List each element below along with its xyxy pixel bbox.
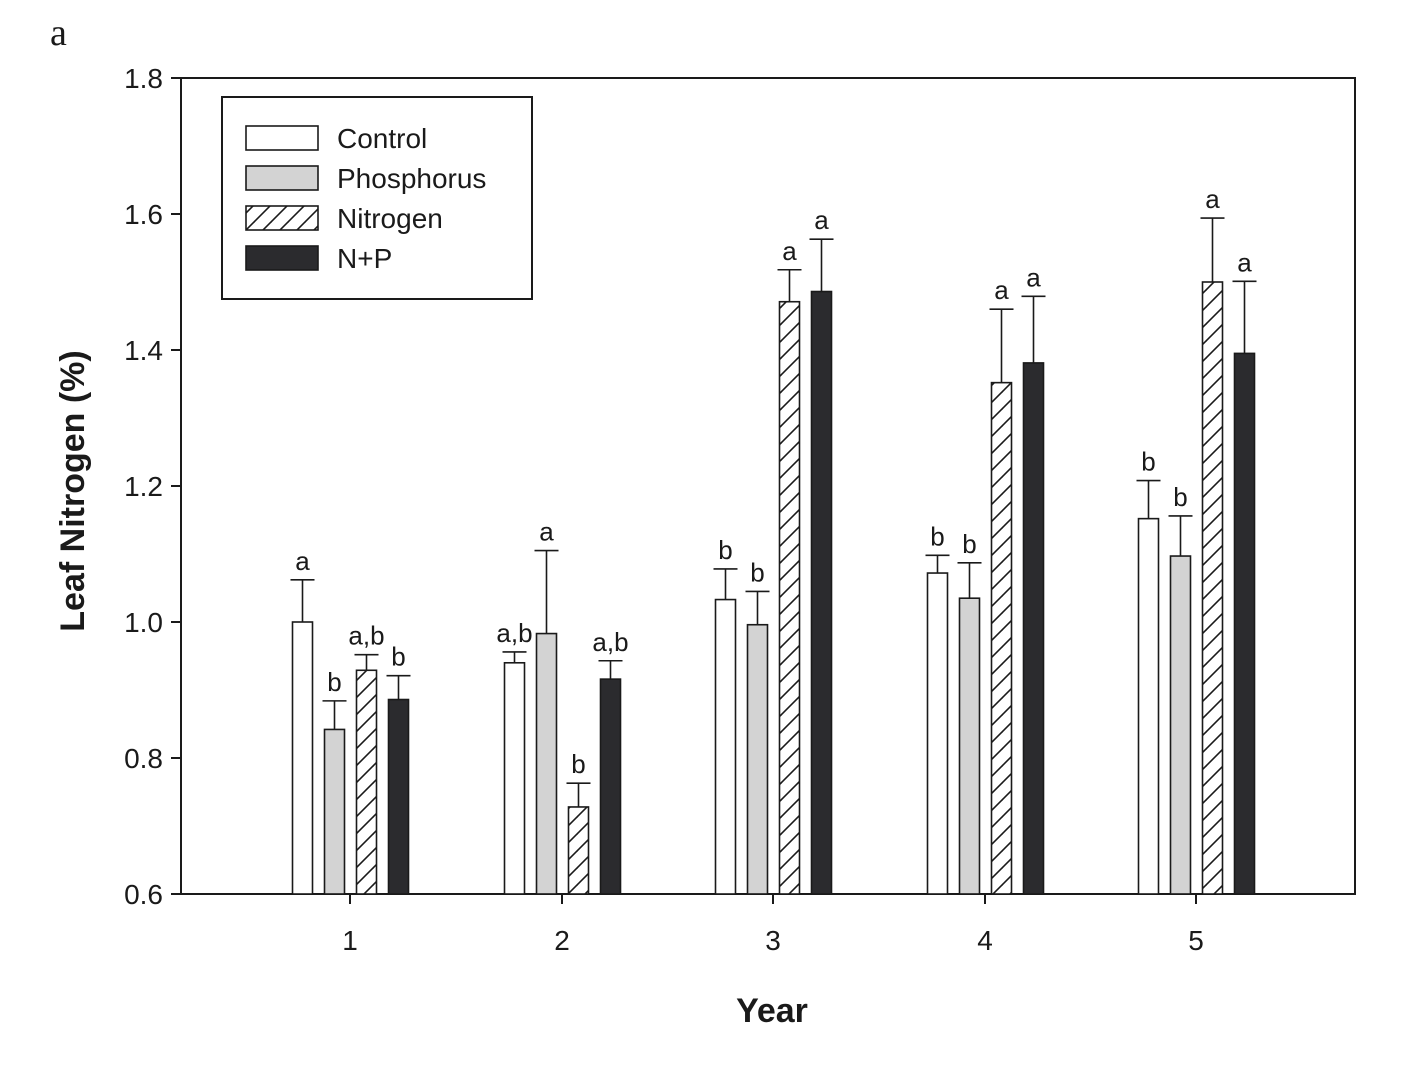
bar	[1233, 352, 1256, 895]
significance-label: b	[930, 521, 944, 551]
legend-label: Nitrogen	[337, 203, 443, 234]
legend-swatch	[245, 165, 319, 191]
y-axis: 0.6 0.8 1.0 1.2 1.4 1.6 1.8	[124, 63, 181, 910]
bar	[323, 728, 346, 895]
x-tick-label: 2	[554, 925, 570, 956]
x-tick-label: 5	[1188, 925, 1204, 956]
y-tick-label: 1.8	[124, 63, 163, 94]
x-tick-label: 3	[765, 925, 781, 956]
y-tick-label: 1.2	[124, 471, 163, 502]
bar	[746, 623, 769, 895]
significance-label: a	[295, 546, 310, 576]
significance-label: b	[391, 642, 405, 672]
significance-label: b	[962, 529, 976, 559]
significance-label: b	[750, 557, 764, 587]
legend-label: Control	[337, 123, 427, 154]
significance-label: a	[814, 205, 829, 235]
significance-label: b	[327, 667, 341, 697]
significance-label: a	[1237, 247, 1252, 277]
significance-label: a	[1026, 262, 1041, 292]
bar	[1169, 555, 1192, 895]
significance-label: b	[1141, 447, 1155, 477]
bar	[958, 597, 981, 895]
bar	[599, 678, 622, 895]
error-bars	[290, 217, 1257, 807]
significance-label: a	[539, 517, 554, 547]
significance-label: b	[718, 535, 732, 565]
significance-label: a,b	[592, 627, 628, 657]
bar	[355, 669, 378, 895]
legend-swatch	[245, 245, 319, 271]
bar	[567, 806, 590, 895]
x-axis-title: Year	[736, 992, 808, 1030]
bar	[714, 598, 737, 895]
x-axis: 1 2 3 4 5	[342, 894, 1204, 956]
y-axis-title: Leaf Nitrogen (%)	[54, 350, 92, 631]
bar	[387, 698, 410, 895]
legend-label: N+P	[337, 243, 392, 274]
significance-label: b	[1173, 482, 1187, 512]
bar	[810, 290, 833, 895]
y-tick-label: 1.6	[124, 199, 163, 230]
bar	[535, 632, 558, 895]
y-tick-label: 1.0	[124, 607, 163, 638]
legend-label: Phosphorus	[337, 163, 486, 194]
panel-label: a	[50, 12, 67, 54]
significance-label: a	[782, 236, 797, 266]
bar	[778, 300, 801, 895]
y-tick-label: 1.4	[124, 335, 163, 366]
y-tick-label: 0.6	[124, 879, 163, 910]
significance-label: a	[994, 275, 1009, 305]
bar	[990, 381, 1013, 895]
bar	[1137, 517, 1160, 895]
significance-label: a,b	[496, 618, 532, 648]
bar-series	[291, 281, 1256, 895]
bar	[926, 572, 949, 895]
legend: Control Phosphorus Nitrogen N+P	[221, 96, 533, 300]
legend-swatch	[245, 125, 319, 151]
bar	[1022, 362, 1045, 895]
bar	[291, 621, 314, 895]
y-tick-label: 0.8	[124, 743, 163, 774]
significance-label: b	[571, 749, 585, 779]
x-tick-label: 4	[977, 925, 993, 956]
bar	[1201, 281, 1224, 895]
legend-swatch	[245, 205, 319, 231]
bar	[503, 661, 526, 895]
significance-label: a	[1205, 184, 1220, 214]
x-tick-label: 1	[342, 925, 358, 956]
significance-label: a,b	[348, 621, 384, 651]
